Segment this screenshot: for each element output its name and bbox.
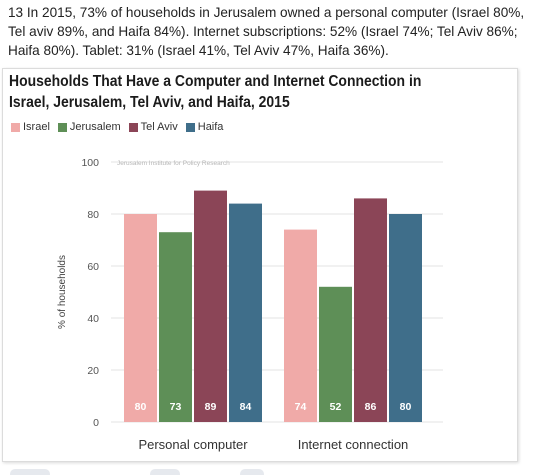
x-category-label: Internet connection: [298, 437, 409, 452]
next-section-placeholder: [150, 469, 180, 475]
bar-jerusalem: [159, 232, 192, 422]
y-tick-label: 80: [87, 209, 99, 221]
legend-swatch-haifa: [185, 122, 195, 132]
bar-tel-aviv: [354, 198, 387, 422]
chart-title: Households That Have a Computer and Inte…: [9, 73, 422, 111]
bar-chart: 0 20 40 60 80 100 Jerusalem Institute for Poli…: [57, 157, 443, 452]
y-tick-label: 40: [87, 313, 99, 325]
bar-haifa: [389, 214, 422, 422]
legend-item-israel: Israel: [11, 121, 50, 133]
y-tick-label: 20: [87, 365, 99, 377]
bar-data-label: 89: [205, 401, 217, 413]
legend-label-tel-aviv: Tel Aviv: [140, 121, 178, 133]
bar-data-label: 84: [240, 401, 252, 413]
y-axis-label: % of households: [57, 255, 68, 329]
bar-data-label: 86: [365, 401, 377, 413]
next-section-placeholder: [240, 469, 264, 475]
y-tick-label: 100: [81, 157, 99, 169]
legend-item-tel-aviv: Tel Aviv: [128, 121, 178, 133]
bar-jerusalem: [319, 286, 352, 422]
legend-item-jerusalem: Jerusalem: [57, 121, 121, 133]
legend-label-haifa: Haifa: [197, 121, 224, 133]
legend-swatch-israel: [11, 122, 20, 132]
next-section-hint: [0, 464, 535, 475]
bar-haifa: [229, 203, 262, 422]
y-tick-label: 0: [93, 417, 99, 429]
legend-swatch-jerusalem: [57, 122, 67, 132]
bar-data-label: 73: [170, 401, 182, 413]
chart-card: Households That Have a Computer and Inte…: [2, 68, 518, 462]
next-section-placeholder: [10, 469, 50, 475]
intro-paragraph: 13 In 2015, 73% of households in Jerusal…: [8, 5, 525, 58]
legend-item-haifa: Haifa: [185, 121, 224, 133]
chart-legend: Israel Jerusalem Tel Aviv Haifa: [11, 120, 223, 134]
legend-label-jerusalem: Jerusalem: [69, 121, 121, 133]
bar-israel: [284, 229, 317, 422]
bar-israel: [124, 214, 157, 422]
legend-label-israel: Israel: [23, 121, 50, 133]
x-category-label: Personal computer: [138, 437, 248, 452]
bar-data-label: 80: [135, 401, 147, 413]
bar-data-label: 52: [330, 401, 342, 413]
bar-tel-aviv: [194, 190, 227, 422]
bar-data-label: 74: [295, 401, 307, 413]
bar-data-label: 80: [400, 401, 412, 413]
watermark-text: Jerusalem Institute for Policy Research: [117, 160, 230, 167]
legend-swatch-tel-aviv: [128, 122, 138, 132]
y-tick-label: 60: [87, 261, 99, 273]
